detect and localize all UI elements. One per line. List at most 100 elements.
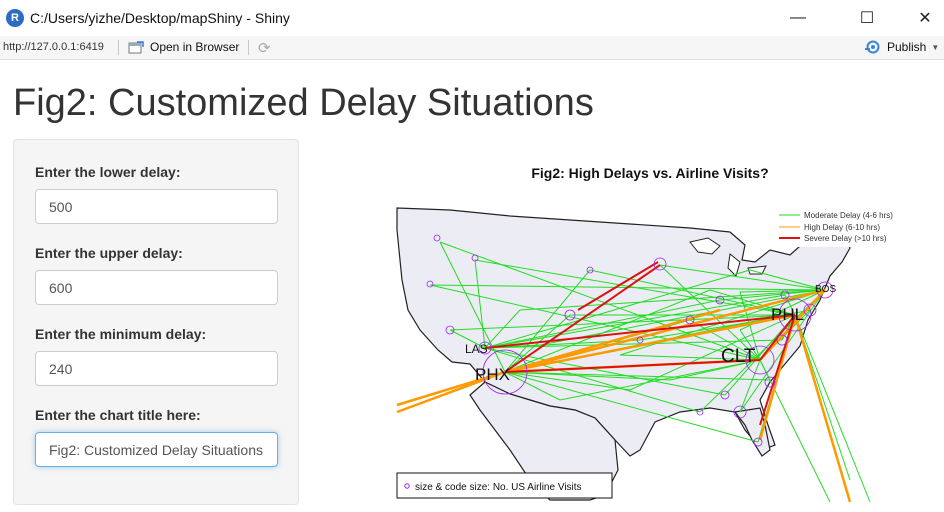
route-line: [724, 314, 796, 396]
legend-label-high: High Delay (6-10 hrs): [804, 223, 880, 232]
route-line: [396, 370, 506, 407]
route-line: [484, 314, 796, 349]
viewer-toolbar: http://127.0.0.1:6419 Open in Browser ⟳ …: [0, 36, 944, 60]
r-app-icon: R: [6, 9, 24, 27]
route-line: [504, 359, 761, 373]
size-note-label: size & code size: No. US Airline Visits: [415, 482, 582, 493]
close-button[interactable]: ✕: [918, 10, 932, 27]
publish-label: Publish: [887, 40, 927, 54]
plot-title: Fig2: High Delays vs. Airline Visits?: [531, 165, 768, 181]
airport-circle: [636, 336, 644, 344]
route-line: [484, 294, 786, 349]
input-panel: Enter the lower delay: Enter the upper d…: [13, 139, 299, 505]
airport-circle: [715, 295, 725, 305]
airport-circles: [426, 234, 834, 447]
route-line: [794, 314, 871, 503]
airport-circle: [780, 290, 790, 300]
airport-circle: [586, 266, 594, 274]
airport-circle: [733, 405, 747, 419]
airport-label-phx: PHX: [475, 365, 510, 384]
lower-delay-label: Enter the lower delay:: [35, 164, 181, 180]
route-line: [749, 269, 826, 291]
airport-circle: [803, 303, 817, 317]
airport-circle: [753, 437, 763, 447]
airport-label-phl: PHL: [771, 305, 804, 324]
route-line: [439, 241, 761, 361]
airport-circle: [745, 345, 775, 375]
route-line: [504, 371, 561, 401]
route-line: [504, 313, 796, 374]
airport-circle: [720, 390, 730, 400]
airport-circle: [433, 234, 441, 242]
airport-circle: [776, 334, 788, 346]
legend-label-severe: Severe Delay (>10 hrs): [804, 234, 887, 243]
plot-legend: Moderate Delay (4-6 hrs) High Delay (6-1…: [773, 207, 905, 247]
route-line: [659, 264, 826, 291]
airport-circle: [482, 349, 528, 395]
route-line: [504, 264, 661, 373]
refresh-icon[interactable]: ⟳: [258, 40, 271, 57]
airport-circle: [685, 315, 695, 325]
airport-circle: [564, 309, 576, 321]
upper-delay-label: Enter the upper delay:: [35, 245, 183, 261]
severe-delay-routes: [484, 261, 796, 426]
airport-circle: [764, 376, 776, 388]
airport-label-bos: BOS: [815, 284, 836, 295]
url-label: http://127.0.0.1:6419: [3, 41, 104, 53]
route-line: [784, 294, 796, 316]
route-line: [759, 314, 796, 426]
route-line: [559, 359, 761, 401]
airport-circle: [778, 298, 812, 332]
size-note-circle-icon: [404, 483, 410, 489]
route-line: [689, 319, 761, 361]
airport-circle: [816, 281, 834, 299]
minimum-delay-label: Enter the minimum delay:: [35, 326, 207, 342]
route-line: [739, 359, 761, 413]
great-lakes: [689, 237, 767, 277]
airport-circle: [471, 254, 479, 262]
chart-title-label: Enter the chart title here:: [35, 407, 201, 423]
window-title: C:/Users/yizhe/Desktop/mapShiny - Shiny: [30, 10, 290, 26]
route-line: [519, 289, 826, 311]
route-line: [504, 288, 826, 374]
route-line: [504, 314, 571, 373]
route-line: [739, 329, 761, 361]
publish-icon: [865, 40, 880, 54]
route-line: [739, 291, 761, 361]
airport-circle: [478, 341, 492, 355]
minimum-delay-input[interactable]: [35, 351, 278, 386]
open-in-browser-button[interactable]: Open in Browser: [128, 40, 239, 54]
route-line: [504, 371, 771, 381]
lower-delay-input[interactable]: [35, 189, 278, 224]
airport-label-clt: CLT: [721, 346, 756, 367]
route-line: [629, 314, 796, 391]
upper-delay-input[interactable]: [35, 270, 278, 305]
moderate-delay-routes: [429, 241, 871, 503]
route-line: [504, 371, 631, 391]
route-line: [484, 347, 726, 396]
publish-button[interactable]: Publish ▼: [864, 40, 939, 54]
chart-title-input[interactable]: [35, 432, 278, 467]
minimize-button[interactable]: —: [790, 9, 806, 26]
route-line: [539, 289, 826, 346]
route-line: [484, 269, 751, 349]
chevron-down-icon[interactable]: ▼: [931, 42, 940, 52]
route-line: [504, 308, 721, 374]
airport-circle: [426, 280, 434, 288]
route-line: [793, 314, 852, 503]
route-line: [449, 329, 486, 349]
route-line: [449, 314, 796, 331]
airport-circle: [445, 325, 455, 335]
route-line: [484, 309, 521, 349]
page-title: Fig2: Customized Delay Situations: [13, 82, 594, 124]
toolbar-divider: [118, 40, 119, 55]
maximize-button[interactable]: ☐: [859, 10, 875, 27]
airport-label-las: LAS: [465, 342, 488, 356]
route-line: [739, 289, 826, 293]
route-line: [719, 289, 826, 301]
route-line: [619, 354, 761, 361]
route-line: [474, 259, 486, 349]
route-line: [577, 261, 659, 311]
toolbar-divider: [248, 40, 249, 55]
route-line: [759, 359, 831, 503]
